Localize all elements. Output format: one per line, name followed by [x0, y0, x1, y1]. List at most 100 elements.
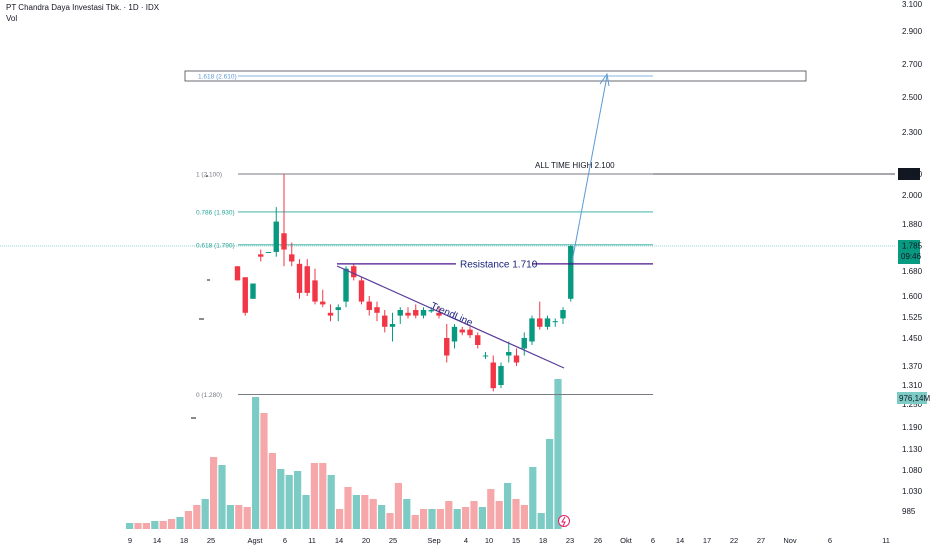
- volume-bar: [462, 507, 470, 529]
- candle-body: [296, 263, 303, 293]
- candle-body: [289, 254, 295, 262]
- candle-body: [250, 283, 256, 299]
- volume-bar: [327, 475, 335, 529]
- y-tick-label: 2.500: [902, 93, 923, 102]
- fib-extension-label: 1.618 (2.610): [198, 74, 237, 81]
- fib-level-label: 0.618 (1.790): [196, 242, 235, 249]
- y-tick-label: 1.525: [902, 313, 923, 322]
- candle-body: [506, 352, 512, 356]
- x-tick-label: 14: [153, 536, 161, 545]
- candle-body: [459, 329, 465, 333]
- candle-body: [327, 312, 334, 316]
- x-tick-label: 18: [539, 536, 547, 545]
- volume-bar: [302, 495, 310, 529]
- volume-bar: [436, 509, 444, 529]
- volume-bar: [554, 379, 562, 529]
- candle-body: [358, 280, 365, 302]
- candle-body: [420, 310, 427, 316]
- candle-body: [304, 266, 310, 293]
- volume-bar: [378, 505, 386, 529]
- volume-marker-badge: [897, 392, 927, 404]
- y-tick-label: 2.000: [902, 191, 923, 200]
- volume-bar: [512, 499, 520, 529]
- ath-marker-badge: [898, 168, 920, 180]
- volume-bar: [193, 505, 201, 529]
- x-tick-label: Agst: [247, 536, 263, 545]
- price-marker-badge: [898, 240, 920, 264]
- candle-body: [242, 277, 248, 313]
- candle-body: [265, 251, 272, 253]
- x-tick-label: Sep: [427, 536, 440, 545]
- volume-bar: [546, 439, 554, 529]
- volume-bar: [235, 505, 243, 529]
- y-tick-label: 2.900: [902, 27, 923, 36]
- x-tick-label: 9: [128, 536, 132, 545]
- x-tick-label: Nov: [783, 536, 797, 545]
- candle-body: [389, 324, 396, 327]
- candle-body: [552, 321, 558, 323]
- volume-bar: [520, 505, 528, 529]
- y-tick-label: 1.310: [902, 381, 923, 390]
- candle-body: [482, 355, 489, 357]
- volume-bar: [210, 457, 218, 529]
- candle-body: [382, 315, 388, 327]
- candle-body: [258, 254, 264, 257]
- x-tick-label: 11: [882, 536, 890, 545]
- volume-bar: [159, 521, 167, 529]
- volume-bar: [478, 507, 486, 529]
- x-tick-label: 18: [180, 536, 188, 545]
- volume-bar: [176, 517, 184, 529]
- candle-body: [312, 280, 318, 302]
- trendline-label: TrendLine: [429, 301, 475, 329]
- volume-bar: [277, 469, 285, 529]
- projection-arrow-head: [599, 72, 610, 87]
- candle-body: [544, 318, 551, 327]
- candle-body: [366, 301, 372, 310]
- fib-level-label: 0 (1.280): [196, 392, 222, 399]
- volume-bar: [420, 509, 428, 529]
- volume-bar: [184, 511, 192, 529]
- x-tick-label: 10: [485, 536, 493, 545]
- x-tick-label: 6: [651, 536, 655, 545]
- volume-bar: [226, 505, 234, 529]
- candle-body: [475, 335, 481, 345]
- volume-bar: [201, 499, 209, 529]
- y-tick-label: 2.300: [902, 128, 923, 137]
- candle-body: [498, 366, 504, 385]
- x-tick-label: 6: [828, 536, 832, 545]
- volume-bar: [361, 495, 369, 529]
- candle-body: [405, 312, 411, 316]
- volume-bar: [504, 483, 512, 529]
- volume-bar: [268, 453, 276, 529]
- candle-body: [281, 233, 287, 250]
- ath-marker-value: 2.100: [902, 170, 923, 179]
- candle-body: [436, 312, 442, 316]
- candle-body: [560, 310, 566, 319]
- candle-body: [428, 310, 434, 312]
- ath-annotation: ALL TIME HIGH 2.100: [535, 161, 615, 170]
- candle-body: [451, 326, 458, 342]
- volume-bar: [428, 509, 436, 529]
- candle-body: [521, 338, 527, 349]
- volume-bar: [285, 475, 293, 529]
- candle-body: [529, 318, 535, 342]
- volume-bar: [352, 495, 360, 529]
- volume-bar: [243, 507, 251, 529]
- lightning-icon: [558, 515, 570, 527]
- volume-bar: [369, 499, 377, 529]
- x-tick-label: 6: [283, 536, 287, 545]
- candle-body: [234, 266, 241, 281]
- volume-bar: [151, 521, 159, 529]
- volume-bar: [411, 515, 419, 529]
- y-tick-label: 1.370: [902, 362, 923, 371]
- price-marker-countdown: 09:46: [901, 252, 922, 261]
- volume-bar: [453, 509, 461, 529]
- volume-marker-value: 976,14M: [899, 394, 930, 403]
- y-tick-label: 1.190: [902, 423, 923, 432]
- lightning-icon-glyph: [561, 516, 566, 527]
- volume-bar: [495, 501, 503, 529]
- x-tick-label: 26: [594, 536, 602, 545]
- y-tick-label: 2.700: [902, 60, 923, 69]
- x-tick-label: 15: [512, 536, 520, 545]
